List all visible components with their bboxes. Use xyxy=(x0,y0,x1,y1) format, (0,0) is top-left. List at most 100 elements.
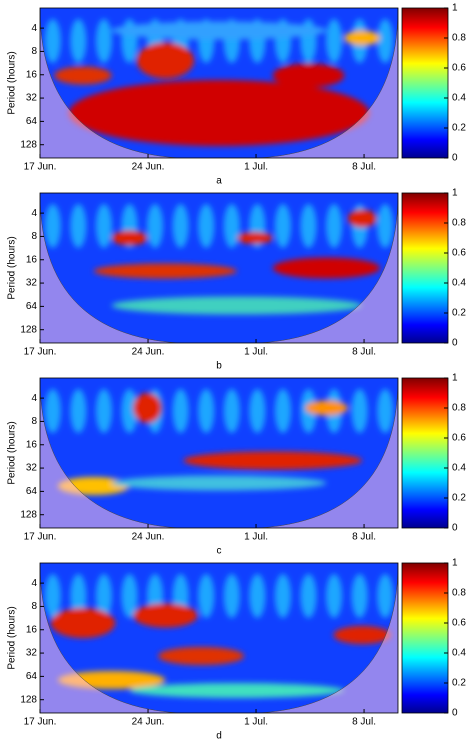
panel-label: a xyxy=(216,176,222,187)
colorbar-tick-label: 0.2 xyxy=(452,678,466,689)
field-texture xyxy=(300,574,317,618)
field-texture xyxy=(198,574,215,618)
x-tick-label: 24 Jun. xyxy=(132,347,165,358)
plot-frame xyxy=(39,562,399,714)
field-blob xyxy=(183,451,363,470)
field-texture xyxy=(274,204,291,248)
field-texture xyxy=(95,204,112,248)
colorbar xyxy=(401,192,449,344)
field-texture xyxy=(274,389,291,433)
panel-label: b xyxy=(216,361,222,372)
y-axis-label: Period (hours) xyxy=(7,51,18,114)
field-texture xyxy=(249,574,266,618)
colorbar-tick-label: 0 xyxy=(452,153,458,164)
field-texture xyxy=(326,204,343,248)
field-texture xyxy=(326,19,343,63)
field-texture xyxy=(377,574,394,618)
x-tick-label: 17 Jun. xyxy=(24,162,57,173)
colorbar-tick-label: 0 xyxy=(452,338,458,349)
plot-frame xyxy=(39,7,399,159)
field-blob xyxy=(54,66,112,85)
colorbar-tick-label: 1 xyxy=(452,558,458,569)
y-tick-label: 32 xyxy=(26,463,38,474)
colorbar xyxy=(401,7,449,159)
y-axis-label: Period (hours) xyxy=(7,421,18,484)
y-tick-label: 128 xyxy=(20,139,37,150)
cone-of-influence xyxy=(40,193,398,343)
y-tick-label: 16 xyxy=(26,69,38,80)
y-tick-label: 32 xyxy=(26,93,38,104)
field-blob xyxy=(111,21,327,40)
colorbar-tick-label: 0.6 xyxy=(452,63,466,74)
colorbar-tick-label: 0 xyxy=(452,708,458,719)
colorbar-tick-label: 0.8 xyxy=(452,218,466,229)
field-texture xyxy=(70,204,87,248)
y-tick-label: 4 xyxy=(31,208,37,219)
field-blob xyxy=(344,30,381,46)
colorbar-tick-label: 0.2 xyxy=(452,493,466,504)
field-blob xyxy=(111,475,327,491)
y-tick-label: 4 xyxy=(31,578,37,589)
y-tick-label: 8 xyxy=(31,231,37,242)
y-tick-label: 4 xyxy=(31,23,37,34)
x-tick-label: 8 Jul. xyxy=(352,347,376,358)
field-blob xyxy=(136,42,194,79)
field-texture xyxy=(95,19,112,63)
x-tick-label: 24 Jun. xyxy=(132,532,165,543)
field-blob xyxy=(347,209,377,228)
y-tick-label: 128 xyxy=(20,509,37,520)
field-texture xyxy=(95,389,112,433)
field-blobs xyxy=(44,19,394,146)
field-blob xyxy=(272,63,345,88)
field-texture xyxy=(121,574,138,618)
plot-frame xyxy=(39,377,399,529)
field-blob xyxy=(111,230,148,246)
x-tick-label: 8 Jul. xyxy=(352,532,376,543)
field-texture xyxy=(351,389,368,433)
field-texture xyxy=(172,389,189,433)
y-tick-label: 64 xyxy=(26,116,38,127)
field-texture xyxy=(147,204,164,248)
y-axis-label: Period (hours) xyxy=(7,606,18,669)
field-texture xyxy=(44,574,61,618)
field-blob xyxy=(133,393,162,423)
x-tick-label: 1 Jul. xyxy=(244,347,268,358)
colorbar-tick-label: 0.2 xyxy=(452,123,466,134)
y-tick-label: 128 xyxy=(20,324,37,335)
colorbar-tick-label: 0.8 xyxy=(452,588,466,599)
x-tick-label: 17 Jun. xyxy=(24,532,57,543)
field-texture xyxy=(223,389,240,433)
x-tick-label: 1 Jul. xyxy=(244,532,268,543)
field-texture xyxy=(377,389,394,433)
colorbar-tick-label: 0.6 xyxy=(452,433,466,444)
x-tick-label: 17 Jun. xyxy=(24,717,57,728)
y-tick-label: 16 xyxy=(26,254,38,265)
y-tick-label: 32 xyxy=(26,648,38,659)
x-tick-label: 24 Jun. xyxy=(132,162,165,173)
field-blob xyxy=(111,296,363,315)
x-tick-label: 8 Jul. xyxy=(352,162,376,173)
colorbar-tick-label: 0.8 xyxy=(452,33,466,44)
cone-of-influence xyxy=(40,563,398,713)
colorbar-tick-label: 1 xyxy=(452,373,458,384)
heatmap-field xyxy=(40,8,398,158)
heatmap-field xyxy=(40,563,398,713)
field-texture xyxy=(198,204,215,248)
colorbar-tick-label: 0.6 xyxy=(452,248,466,259)
field-blobs xyxy=(44,204,394,315)
field-texture xyxy=(377,204,394,248)
field-texture xyxy=(95,574,112,618)
colorbar-tick-label: 0.4 xyxy=(452,463,466,474)
field-texture xyxy=(70,574,87,618)
field-texture xyxy=(377,19,394,63)
y-tick-label: 4 xyxy=(31,393,37,404)
field-texture xyxy=(44,389,61,433)
y-tick-label: 8 xyxy=(31,46,37,57)
y-tick-label: 8 xyxy=(31,416,37,427)
y-tick-label: 64 xyxy=(26,301,38,312)
field-texture xyxy=(121,389,138,433)
colorbar-tick-label: 0.8 xyxy=(452,403,466,414)
panel-label: d xyxy=(216,731,222,742)
colorbar xyxy=(401,562,449,714)
